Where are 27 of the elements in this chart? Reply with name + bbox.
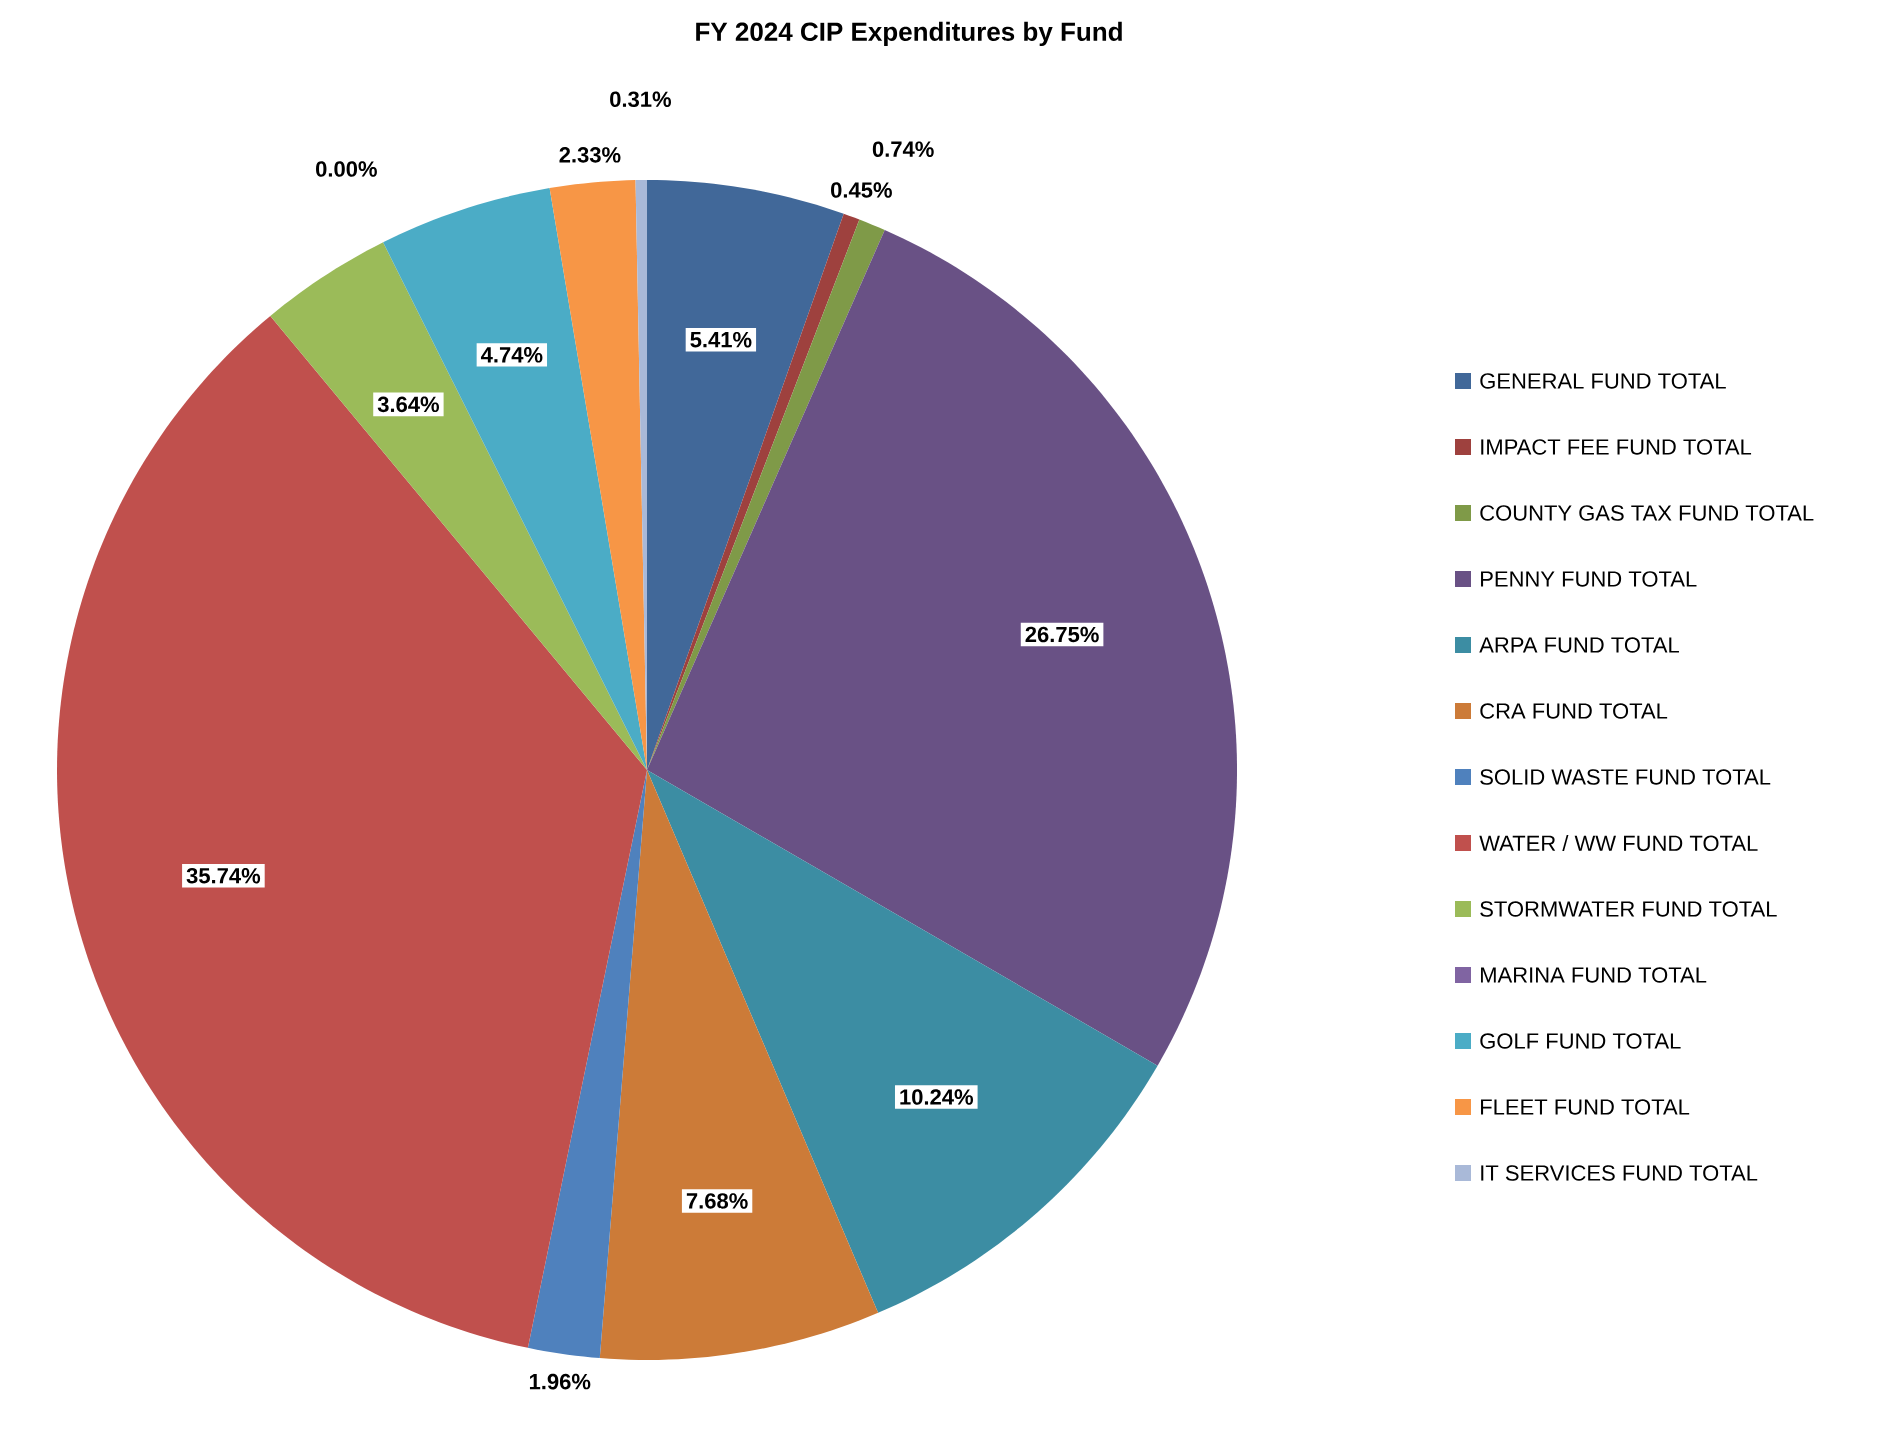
legend-label: STORMWATER FUND TOTAL xyxy=(1480,901,1777,917)
legend-label: CRA FUND TOTAL xyxy=(1480,703,1668,719)
data-label: 1.96% xyxy=(529,1373,591,1390)
data-label: 4.74% xyxy=(480,347,543,363)
legend-label: SOLID WASTE FUND TOTAL xyxy=(1480,769,1771,785)
data-label: 0.45% xyxy=(831,182,892,198)
legend-label: GOLF FUND TOTAL xyxy=(1480,1033,1681,1049)
data-label: 0.31% xyxy=(610,91,672,108)
legend-label: IT SERVICES FUND TOTAL xyxy=(1481,1165,1758,1181)
legend-label: MARINA FUND TOTAL xyxy=(1481,967,1707,983)
legend-label: COUNTY GAS TAX FUND TOTAL xyxy=(1480,505,1814,521)
data-label: 7.68% xyxy=(686,1193,748,1209)
legend-label: ARPA FUND TOTAL xyxy=(1479,637,1679,653)
data-label: 10.24% xyxy=(900,1089,974,1105)
legend-label: PENNY FUND TOTAL xyxy=(1481,571,1697,587)
legend-label: IMPACT FEE FUND TOTAL xyxy=(1481,439,1752,455)
data-label: 3.64% xyxy=(377,396,440,413)
legend-label: WATER / WW FUND TOTAL xyxy=(1479,834,1758,852)
legend-label: FLEET FUND TOTAL xyxy=(1481,1099,1690,1115)
data-label: 0.74% xyxy=(872,141,934,157)
data-label: 2.33% xyxy=(559,147,621,163)
text: 0.00% xyxy=(316,161,377,177)
chart-title: FY 2024 CIP Expenditures by Fund xyxy=(696,21,1122,47)
data-label: 26.75% xyxy=(1025,626,1099,643)
legend-label: GENERAL FUND TOTAL xyxy=(1480,373,1726,389)
data-label: 35.74% xyxy=(186,867,261,884)
data-label: 5.41% xyxy=(690,331,752,348)
